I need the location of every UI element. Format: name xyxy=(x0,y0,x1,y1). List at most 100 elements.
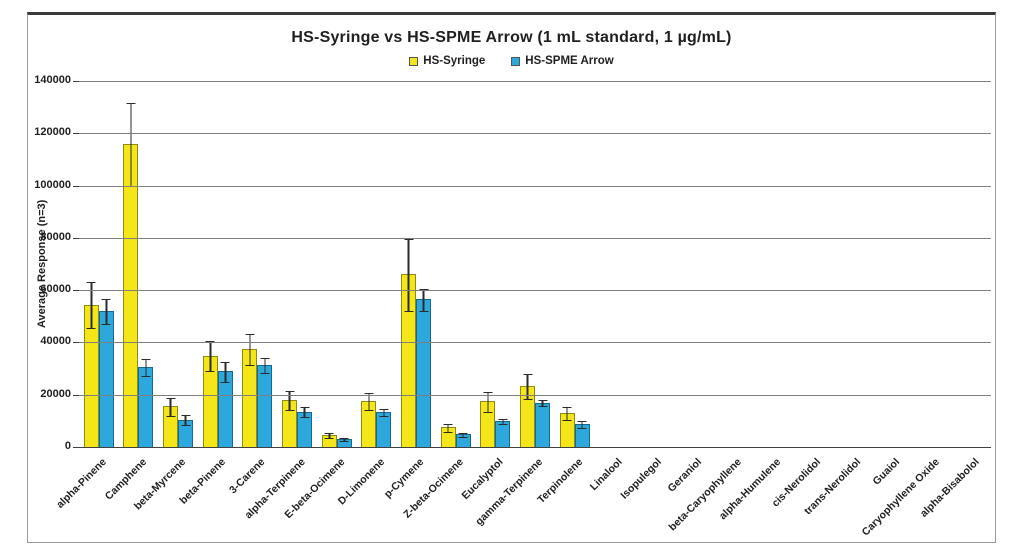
chart-title: HS-Syringe vs HS-SPME Arrow (1 mL standa… xyxy=(291,29,732,46)
syringe-bar xyxy=(559,407,575,447)
bar-group xyxy=(198,81,238,447)
bar-group xyxy=(674,81,714,447)
x-category-label: 3-Carene xyxy=(227,456,268,497)
y-tick-label: 80000 xyxy=(40,231,71,243)
syringe-bar xyxy=(202,340,218,447)
syringe-bar xyxy=(321,433,337,447)
error-bar xyxy=(419,288,429,313)
bar-group xyxy=(357,81,397,447)
error-bar-line xyxy=(407,239,410,312)
x-category-label: Guaiol xyxy=(870,456,903,488)
error-bar-line xyxy=(581,422,583,428)
error-bar-line xyxy=(566,408,568,420)
arrow-bar xyxy=(416,288,432,447)
syringe-bar xyxy=(83,282,99,447)
error-bar xyxy=(300,406,310,419)
bar-group xyxy=(951,81,991,447)
legend-label-arrow: HS-SPME Arrow xyxy=(525,55,614,67)
bar-groups xyxy=(79,81,991,447)
arrow-bar xyxy=(178,415,194,447)
syringe-bar xyxy=(440,423,456,447)
error-bar xyxy=(220,361,230,383)
x-category-label: alpha-Pinene xyxy=(54,456,110,511)
error-bar xyxy=(101,299,111,326)
error-bar-line xyxy=(224,362,227,382)
legend-item-arrow: HS-SPME Arrow xyxy=(511,55,614,67)
arrow-bar xyxy=(297,406,313,447)
legend-item-syringe: HS-Syringe xyxy=(409,55,485,67)
bar-group xyxy=(912,81,952,447)
error-bar xyxy=(379,408,389,417)
y-tick-mark xyxy=(73,290,79,291)
error-bar-line xyxy=(526,374,529,399)
y-tick-label: 20000 xyxy=(40,388,71,400)
x-category-label: Isopulegol xyxy=(618,456,665,502)
gridline xyxy=(79,290,991,291)
gridline xyxy=(79,186,991,187)
y-tick-mark xyxy=(73,81,79,82)
error-bar xyxy=(523,373,533,400)
y-tick-label: 120000 xyxy=(34,126,71,138)
x-category-label: Linalool xyxy=(587,456,625,493)
error-bar xyxy=(324,433,334,440)
plot-area xyxy=(79,81,991,448)
error-bar-line xyxy=(487,392,489,412)
chart-frame: HS-Syringe vs HS-SPME Arrow (1 mL standa… xyxy=(27,12,996,543)
x-category-label: Caryophyllene Oxide xyxy=(859,456,943,539)
error-bar xyxy=(483,391,493,413)
error-bar xyxy=(205,340,215,373)
bar-group xyxy=(238,81,278,447)
y-tick-label: 0 xyxy=(64,440,71,452)
y-tick-label: 140000 xyxy=(34,74,71,86)
error-bar xyxy=(166,398,176,417)
bar-group xyxy=(119,81,159,447)
syringe-bar xyxy=(282,390,298,447)
legend-swatch-syringe-icon xyxy=(409,56,419,66)
gridline xyxy=(79,395,991,396)
error-bar-line xyxy=(447,424,449,433)
bar-group xyxy=(753,81,793,447)
bar-group xyxy=(158,81,198,447)
error-bar xyxy=(181,415,191,426)
arrow-bar xyxy=(138,359,154,447)
error-bar-line xyxy=(368,394,370,411)
gridline xyxy=(79,81,991,82)
error-bar xyxy=(245,334,255,366)
arrow-bar xyxy=(98,299,114,447)
syringe-bar xyxy=(480,391,496,447)
error-bar xyxy=(577,421,587,429)
y-tick-label: 40000 xyxy=(40,335,71,347)
legend-swatch-arrow-icon xyxy=(511,56,521,66)
bar-group xyxy=(79,81,119,447)
bar-group xyxy=(714,81,754,447)
bar-group xyxy=(793,81,833,447)
error-bar-line xyxy=(105,300,108,325)
arrow-bar xyxy=(257,357,273,447)
y-tick-mark xyxy=(73,186,79,187)
error-bar-line xyxy=(541,400,544,407)
error-bar xyxy=(562,407,572,421)
error-bar xyxy=(443,423,453,434)
y-tick-mark xyxy=(73,447,79,448)
y-tick-label: 60000 xyxy=(40,283,71,295)
error-bar-line xyxy=(288,391,291,411)
arrow-bar xyxy=(455,432,471,447)
error-bar xyxy=(498,418,508,425)
error-bar xyxy=(285,390,295,412)
error-bar xyxy=(364,393,374,412)
legend-label-syringe: HS-Syringe xyxy=(423,55,486,67)
error-bar-line xyxy=(249,335,251,365)
error-bar xyxy=(141,359,151,378)
error-bar-line xyxy=(343,438,346,441)
y-tick-mark xyxy=(73,133,79,134)
y-tick-mark xyxy=(73,342,79,343)
error-bar-line xyxy=(209,341,212,372)
arrow-bar xyxy=(574,421,590,447)
bar-group xyxy=(515,81,555,447)
error-bar-line xyxy=(303,407,306,418)
syringe-bar xyxy=(401,238,417,447)
arrow-bar xyxy=(495,418,511,447)
legend: HS-Syringe HS-SPME Arrow xyxy=(28,55,995,67)
bar-group xyxy=(436,81,476,447)
